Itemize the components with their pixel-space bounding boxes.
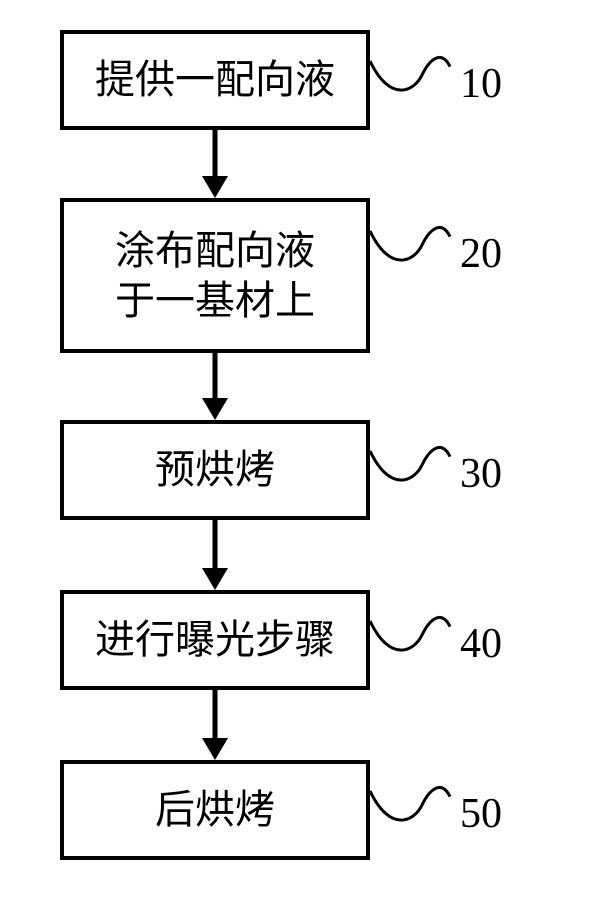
flow-step-label-1: 10 [460,60,502,108]
flow-arrow-2 [195,353,235,420]
label-connector-1 [370,42,454,108]
flow-step-5: 后烘烤 [60,760,370,860]
flow-step-2: 涂布配向液 于一基材上 [60,198,370,353]
flow-step-4: 进行曝光步骤 [60,590,370,690]
label-connector-4 [370,602,454,668]
flow-step-text: 预烘烤 [155,445,275,495]
flow-step-label-4: 40 [460,620,502,668]
flow-step-label-2: 20 [460,230,502,278]
label-connector-2 [370,212,454,278]
flow-step-text: 涂布配向液 于一基材上 [115,226,315,326]
flow-arrow-4 [195,690,235,760]
flow-arrow-1 [195,130,235,198]
flow-step-label-3: 30 [460,450,502,498]
flowchart-canvas: 提供一配向液 10 涂布配向液 于一基材上 20 预烘烤 30 进行曝光步骤 40 后烘烤 50 [0,0,593,905]
flow-step-text: 提供一配向液 [95,55,335,105]
label-connector-3 [370,432,454,498]
flow-step-3: 预烘烤 [60,420,370,520]
flow-step-text: 后烘烤 [155,785,275,835]
flow-step-1: 提供一配向液 [60,30,370,130]
flow-step-label-5: 50 [460,790,502,838]
label-connector-5 [370,772,454,838]
flow-arrow-3 [195,520,235,590]
flow-step-text: 进行曝光步骤 [95,615,335,665]
